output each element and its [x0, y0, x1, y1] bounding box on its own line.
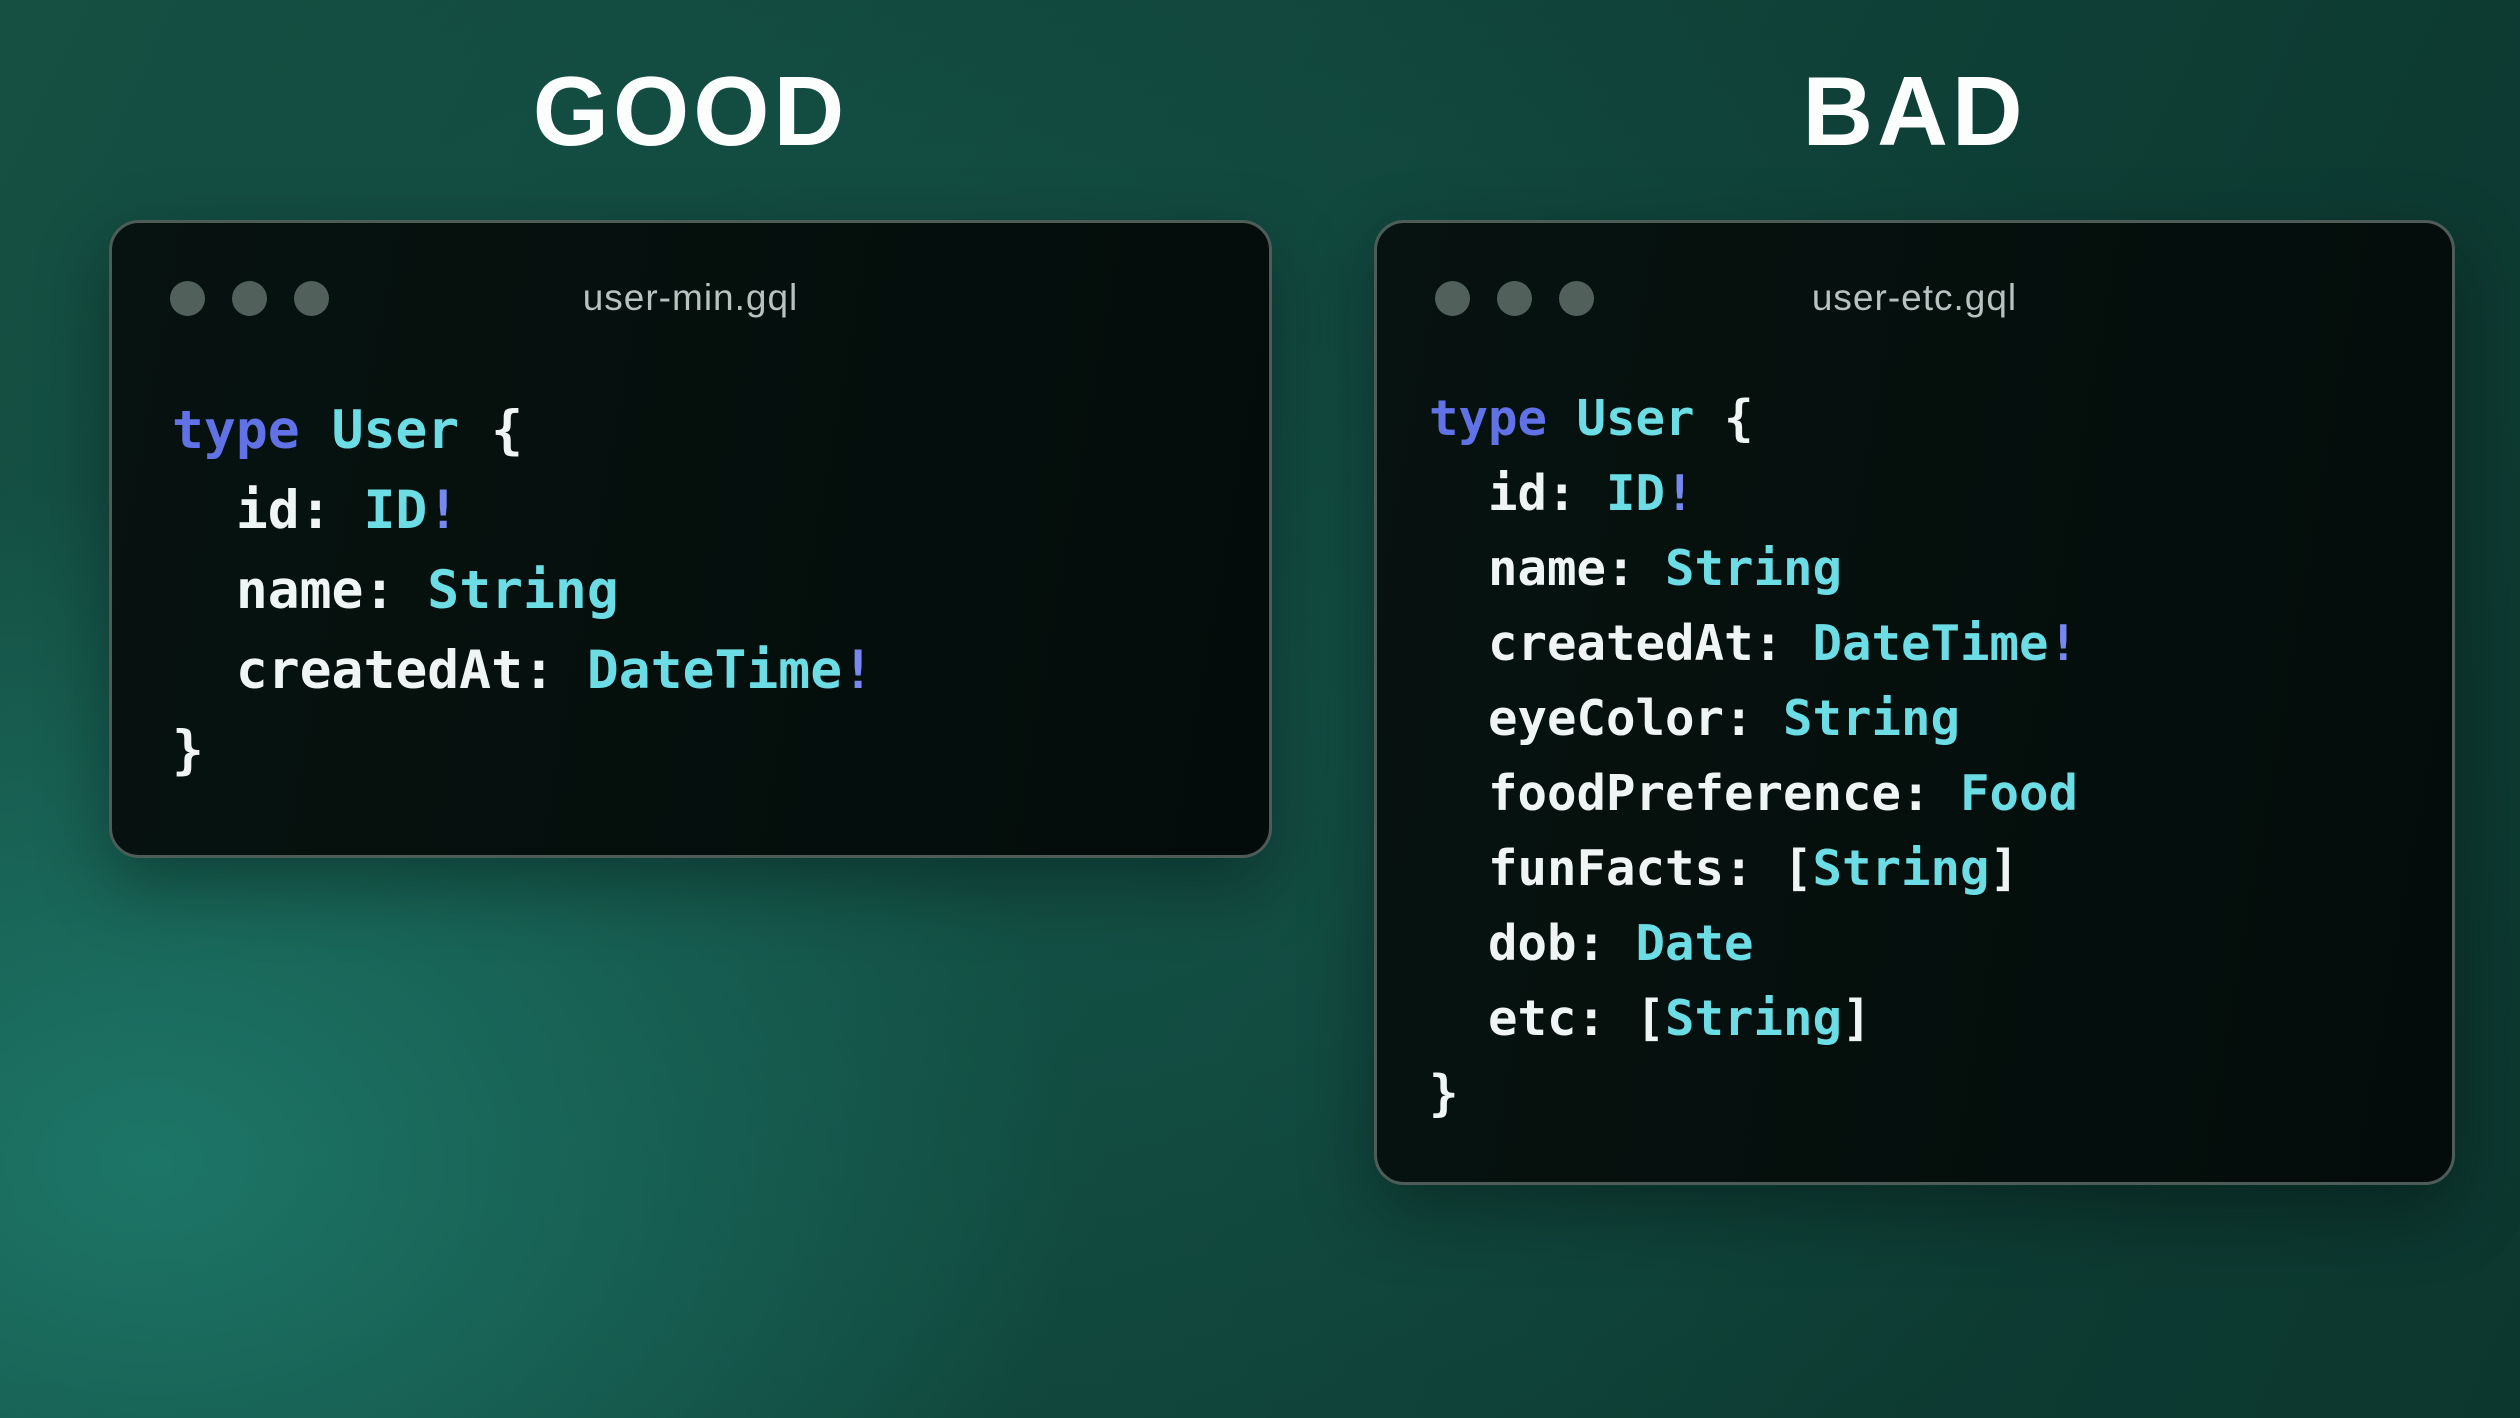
window-titlebar: user-etc.gql	[1377, 223, 2452, 373]
code-line: createdAt: DateTime!	[172, 631, 1269, 711]
code-token: String	[1783, 690, 1961, 747]
code-token: !	[1665, 465, 1695, 522]
code-token: ]	[1842, 990, 1872, 1047]
window-control-dot	[170, 280, 205, 316]
window-control-dot	[232, 280, 267, 316]
code-token: String	[1665, 540, 1843, 597]
heading-bad: BAD	[1802, 56, 2027, 166]
window-control-dot	[294, 280, 329, 316]
code-line: name: String	[1429, 531, 2452, 606]
code-token: name:	[1429, 540, 1666, 597]
code-token: ID	[363, 480, 428, 541]
code-token: name:	[172, 560, 428, 621]
code-token: User	[1576, 390, 1695, 447]
heading-good: GOOD	[532, 56, 849, 166]
code-token: eyeColor:	[1429, 690, 1784, 747]
code-token: {	[459, 400, 524, 461]
code-area: type User { id: ID! name: String created…	[112, 373, 1269, 791]
code-line: id: ID!	[1429, 456, 2452, 531]
code-token: foodPreference:	[1429, 765, 1961, 822]
code-token: dob:	[1429, 915, 1636, 972]
window-control-dot	[1497, 280, 1532, 316]
code-token: type	[1429, 390, 1548, 447]
window-controls	[1435, 280, 1594, 316]
code-window-good: user-min.gql type User { id: ID! name: S…	[109, 220, 1272, 858]
window-titlebar: user-min.gql	[112, 223, 1269, 373]
code-line: type User {	[172, 391, 1269, 471]
code-token: funFacts: [	[1429, 840, 1813, 897]
code-token: !	[427, 480, 460, 541]
code-token: ID	[1606, 465, 1666, 522]
code-token: type	[172, 400, 300, 461]
window-title: user-min.gql	[582, 277, 799, 318]
code-token: String	[1665, 990, 1843, 1047]
code-token: !	[842, 640, 875, 701]
code-token	[1547, 390, 1577, 447]
code-token: createdAt:	[1429, 615, 1813, 672]
code-line: id: ID!	[172, 471, 1269, 551]
window-control-dot	[1435, 280, 1470, 316]
code-token	[300, 400, 332, 461]
code-line: etc: [String]	[1429, 981, 2452, 1056]
window-control-dot	[1559, 280, 1594, 316]
code-line: type User {	[1429, 381, 2452, 456]
code-token: User	[331, 400, 460, 461]
code-token: {	[1694, 390, 1754, 447]
code-token: !	[2048, 615, 2079, 672]
code-token: id:	[172, 480, 364, 541]
code-token: ]	[1989, 840, 2020, 897]
code-line: foodPreference: Food	[1429, 756, 2452, 831]
code-token: DateTime	[1812, 615, 2049, 672]
code-line: }	[172, 711, 1269, 791]
code-token: String	[427, 560, 619, 621]
code-token: String	[1812, 840, 1990, 897]
code-token: Date	[1635, 915, 1754, 972]
code-line: }	[1429, 1056, 2452, 1131]
code-token: }	[172, 720, 204, 781]
code-token: Food	[1960, 765, 2079, 822]
code-token: }	[1429, 1065, 1459, 1122]
code-token: etc: [	[1429, 990, 1666, 1047]
window-controls	[170, 280, 329, 316]
code-line: name: String	[172, 551, 1269, 631]
window-title: user-etc.gql	[1811, 277, 2018, 318]
code-token: id:	[1429, 465, 1607, 522]
code-token: DateTime	[586, 640, 843, 701]
code-line: eyeColor: String	[1429, 681, 2452, 756]
code-line: dob: Date	[1429, 906, 2452, 981]
code-area: type User { id: ID! name: String created…	[1377, 373, 2452, 1131]
code-window-bad: user-etc.gql type User { id: ID! name: S…	[1374, 220, 2455, 1185]
code-line: createdAt: DateTime!	[1429, 606, 2452, 681]
code-token: createdAt:	[172, 640, 587, 701]
code-line: funFacts: [String]	[1429, 831, 2452, 906]
